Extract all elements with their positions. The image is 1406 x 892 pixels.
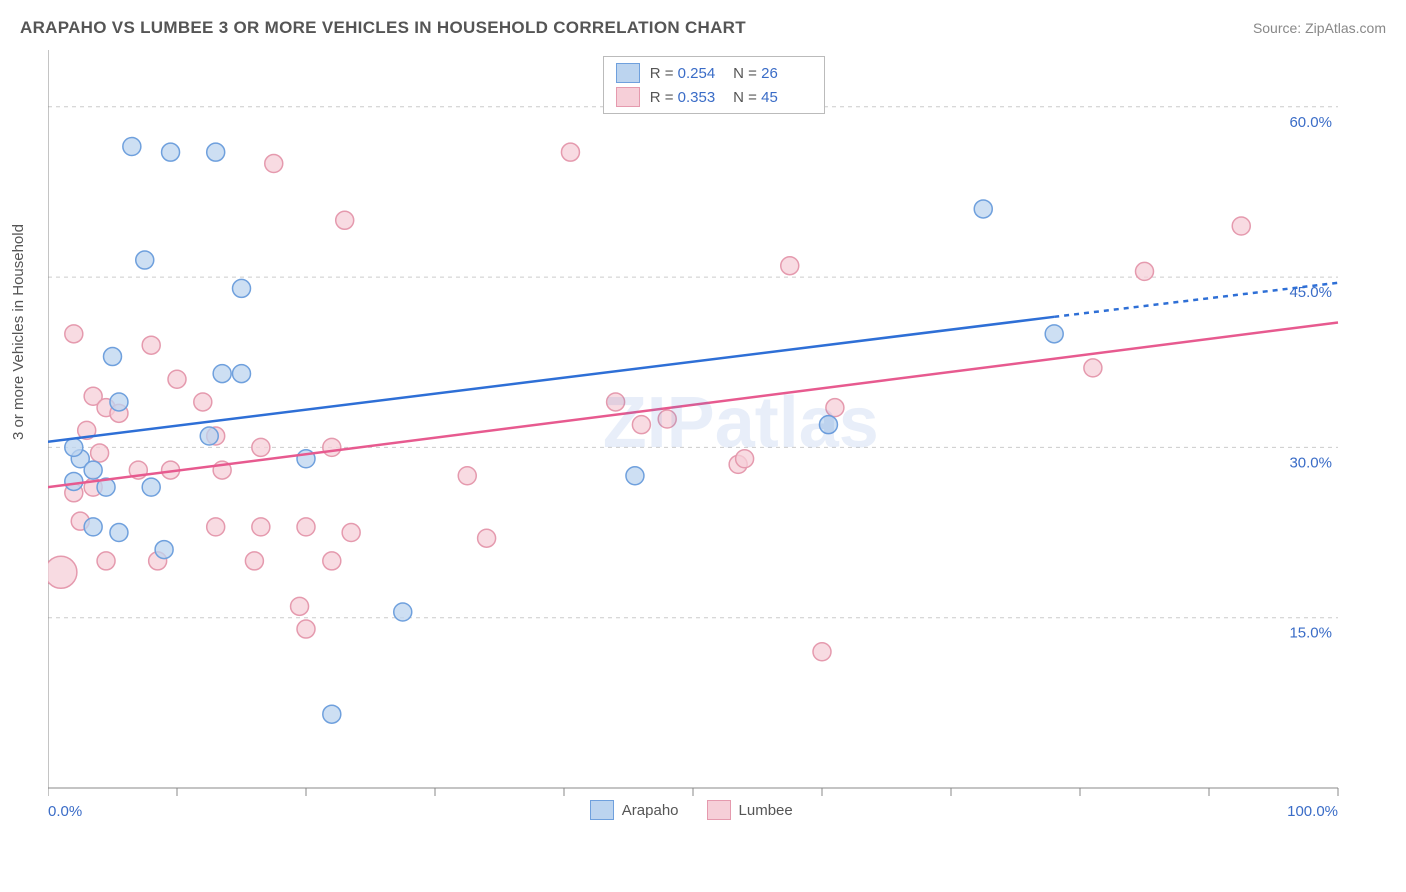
source-label: Source: ZipAtlas.com	[1253, 20, 1386, 36]
r-label: R = 0.254	[650, 65, 715, 82]
n-label: N = 45	[733, 89, 778, 106]
svg-text:0.0%: 0.0%	[48, 803, 82, 820]
series-legend-item: Lumbee	[707, 800, 793, 820]
svg-text:30.0%: 30.0%	[1289, 454, 1332, 471]
series-legend: Arapaho Lumbee	[590, 800, 793, 820]
correlation-legend-row: R = 0.254 N = 26	[604, 61, 824, 85]
r-label: R = 0.353	[650, 89, 715, 106]
series-legend-label: Lumbee	[739, 802, 793, 819]
chart-svg: 15.0%30.0%45.0%60.0%0.0%100.0%	[48, 50, 1386, 830]
chart-header: ARAPAHO VS LUMBEE 3 OR MORE VEHICLES IN …	[20, 18, 1386, 38]
chart-title: ARAPAHO VS LUMBEE 3 OR MORE VEHICLES IN …	[20, 18, 746, 38]
svg-text:15.0%: 15.0%	[1289, 625, 1332, 642]
legend-swatch	[616, 87, 640, 107]
scatter-chart: 15.0%30.0%45.0%60.0%0.0%100.0%	[48, 50, 1386, 830]
y-axis-label: 3 or more Vehicles in Household	[10, 224, 27, 440]
legend-swatch	[616, 63, 640, 83]
legend-swatch	[707, 800, 731, 820]
svg-text:60.0%: 60.0%	[1289, 114, 1332, 131]
correlation-legend: R = 0.254 N = 26 R = 0.353 N = 45	[603, 56, 825, 114]
svg-text:100.0%: 100.0%	[1287, 803, 1338, 820]
series-legend-item: Arapaho	[590, 800, 679, 820]
correlation-legend-row: R = 0.353 N = 45	[604, 85, 824, 109]
n-label: N = 26	[733, 65, 778, 82]
legend-swatch	[590, 800, 614, 820]
series-legend-label: Arapaho	[622, 802, 679, 819]
